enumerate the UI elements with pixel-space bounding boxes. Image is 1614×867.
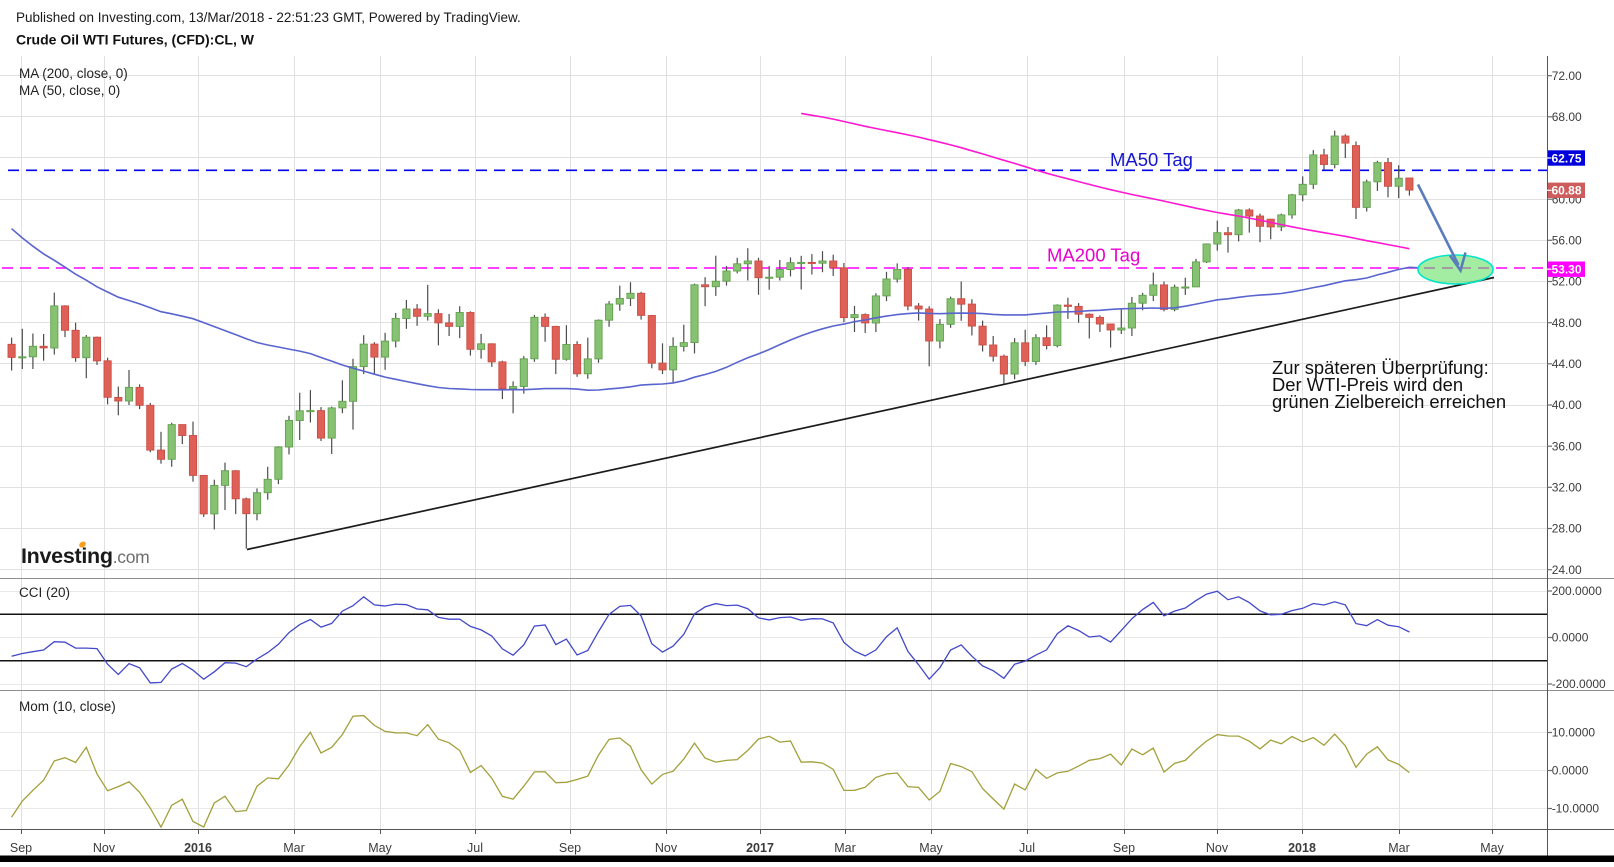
svg-text:2016: 2016: [184, 841, 212, 855]
svg-text:Mar: Mar: [834, 841, 856, 855]
svg-text:Mar: Mar: [1388, 841, 1410, 855]
svg-text:Mom (10, close): Mom (10, close): [19, 699, 116, 714]
svg-text:Mar: Mar: [283, 841, 305, 855]
svg-text:10.0000: 10.0000: [1552, 726, 1596, 740]
svg-text:-200.0000: -200.0000: [1552, 677, 1606, 691]
svg-text:48.00: 48.00: [1552, 316, 1582, 330]
svg-text:36.00: 36.00: [1552, 439, 1582, 453]
svg-text:72.00: 72.00: [1552, 69, 1582, 83]
svg-text:44.00: 44.00: [1552, 357, 1582, 371]
svg-text:Investing.com: Investing.com: [21, 544, 149, 568]
svg-text:MA50 Tag: MA50 Tag: [1110, 149, 1193, 170]
svg-text:CCI (20): CCI (20): [19, 585, 70, 600]
svg-text:2018: 2018: [1288, 841, 1316, 855]
svg-text:May: May: [919, 841, 943, 855]
svg-text:Zur späteren Überprüfung:: Zur späteren Überprüfung:: [1272, 357, 1489, 378]
svg-text:0.0000: 0.0000: [1552, 631, 1589, 645]
svg-text:62.75: 62.75: [1551, 151, 1581, 165]
svg-text:56.00: 56.00: [1552, 234, 1582, 248]
svg-text:grünen Zielbereich erreichen: grünen Zielbereich erreichen: [1272, 391, 1506, 412]
svg-text:28.00: 28.00: [1552, 522, 1582, 536]
svg-text:24.00: 24.00: [1552, 563, 1582, 577]
svg-text:Nov: Nov: [655, 841, 678, 855]
svg-text:40.00: 40.00: [1552, 398, 1582, 412]
svg-text:Sep: Sep: [10, 841, 32, 855]
svg-text:May: May: [1480, 841, 1504, 855]
svg-text:2017: 2017: [746, 841, 774, 855]
svg-text:53.30: 53.30: [1551, 263, 1581, 277]
svg-text:Der WTI-Preis wird den: Der WTI-Preis wird den: [1272, 374, 1463, 395]
svg-text:Sep: Sep: [559, 841, 581, 855]
svg-text:May: May: [368, 841, 392, 855]
svg-text:Crude Oil WTI Futures, (CFD):C: Crude Oil WTI Futures, (CFD):CL, W: [16, 32, 255, 48]
svg-text:MA200 Tag: MA200 Tag: [1047, 245, 1140, 266]
svg-text:Jul: Jul: [467, 841, 483, 855]
svg-text:0.0000: 0.0000: [1552, 764, 1589, 778]
svg-text:Published on Investing.com, 13: Published on Investing.com, 13/Mar/2018 …: [16, 10, 521, 25]
svg-text:Nov: Nov: [1206, 841, 1229, 855]
svg-text:MA (200, close, 0): MA (200, close, 0): [19, 66, 128, 81]
svg-text:Nov: Nov: [93, 841, 116, 855]
svg-text:32.00: 32.00: [1552, 481, 1582, 495]
svg-text:52.00: 52.00: [1552, 275, 1582, 289]
svg-text:-10.0000: -10.0000: [1552, 802, 1600, 816]
svg-text:Sep: Sep: [1113, 841, 1135, 855]
svg-text:68.00: 68.00: [1552, 110, 1582, 124]
svg-text:Jul: Jul: [1019, 841, 1035, 855]
svg-text:MA (50, close, 0): MA (50, close, 0): [19, 83, 120, 98]
svg-text:200.0000: 200.0000: [1552, 584, 1602, 598]
svg-text:60.88: 60.88: [1551, 184, 1581, 198]
